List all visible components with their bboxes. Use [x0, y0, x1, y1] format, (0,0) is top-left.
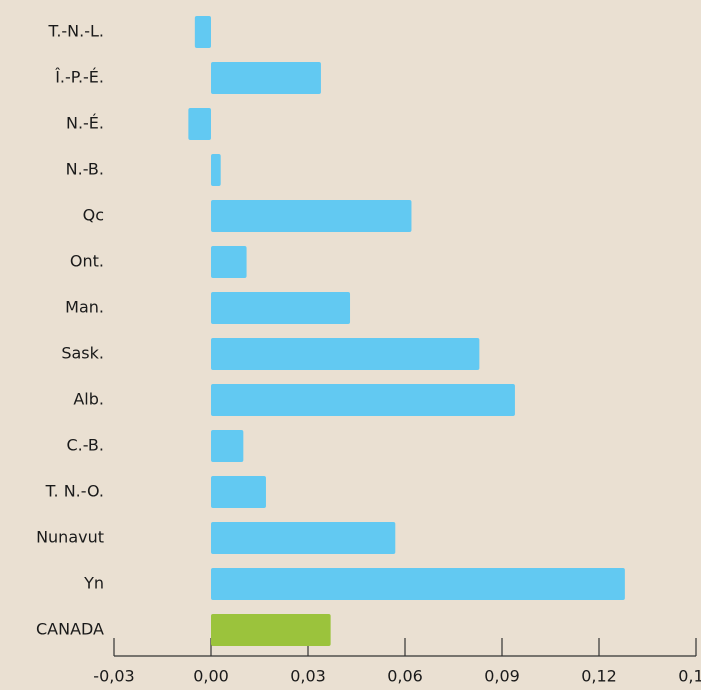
bar: [211, 292, 351, 324]
y-tick-label: Î.-P.-É.: [54, 68, 104, 87]
bar: [211, 430, 244, 462]
bar: [211, 200, 412, 232]
x-tick-label: 0,03: [290, 667, 326, 686]
y-tick-label: Yn: [83, 574, 104, 593]
y-tick-label: Qc: [83, 206, 104, 225]
x-tick-label: 0,00: [193, 667, 229, 686]
y-tick-label: CANADA: [36, 620, 104, 639]
bar: [211, 384, 515, 416]
bar: [211, 614, 331, 646]
bar: [194, 16, 211, 48]
y-tick-label: T. N.-O.: [45, 482, 104, 501]
y-tick-label: Nunavut: [36, 528, 104, 547]
y-tick-label: C.-B.: [66, 436, 104, 455]
y-tick-label: Ont.: [70, 252, 104, 271]
bar: [211, 338, 480, 370]
x-tick-label: 0,15: [678, 667, 701, 686]
x-tick-label: 0,06: [387, 667, 423, 686]
bar: [211, 476, 266, 508]
bar: [211, 154, 221, 186]
y-tick-label: Man.: [65, 298, 104, 317]
bar: [211, 62, 321, 94]
x-tick-label: -0,03: [93, 667, 134, 686]
x-tick-label: 0,12: [581, 667, 617, 686]
bar: [211, 522, 396, 554]
bar: [211, 568, 625, 600]
y-tick-label: T.-N.-L.: [47, 22, 104, 41]
y-tick-label: N.-B.: [66, 160, 104, 179]
y-tick-label: Sask.: [61, 344, 104, 363]
x-tick-label: 0,09: [484, 667, 520, 686]
y-tick-label: N.-É.: [66, 114, 104, 133]
bar: [188, 108, 211, 140]
y-tick-label: Alb.: [73, 390, 104, 409]
bar: [211, 246, 247, 278]
